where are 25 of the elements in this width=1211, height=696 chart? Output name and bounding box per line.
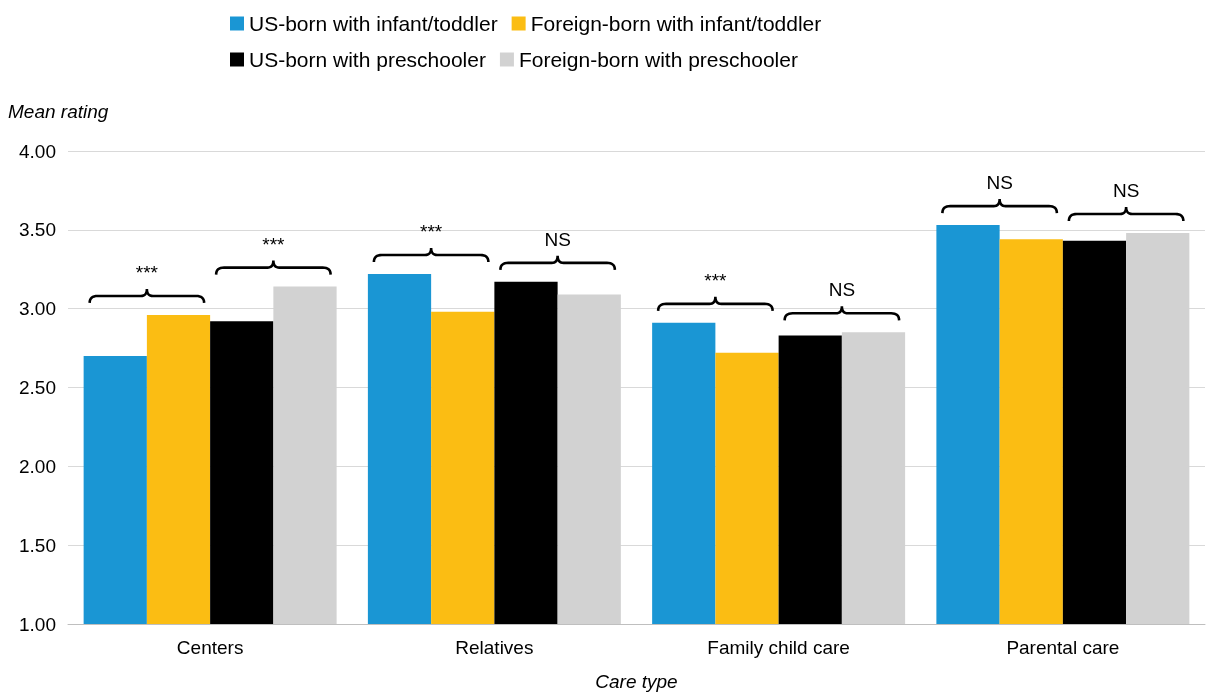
annotation: NS [986,172,1013,194]
y-tick-label: 3.50 [19,219,56,241]
annotation: *** [704,269,728,291]
annotation: *** [135,261,159,283]
x-tick-label: Relatives [455,637,534,658]
y-tick-label: 2.50 [19,377,56,398]
annotation: NS [828,279,856,301]
annotation: *** [420,220,443,242]
y-tick-label: 3.00 [19,298,56,320]
x-axis-title: Care type [595,671,678,692]
legend-label: US-born with infant/toddler [249,12,498,35]
y-tick-label: 4.00 [19,140,56,162]
annotation: NS [544,228,571,250]
legend-label: Foreign-born with preschooler [518,48,798,71]
x-tick-label: Centers [176,637,244,658]
annotation: NS [1112,179,1140,201]
y-tick-label: 2.00 [19,455,56,477]
x-tick-label: Family child care [707,637,850,658]
legend-label: Foreign-born with infant/toddler [530,12,822,35]
x-tick-label: Parental care [1006,637,1120,658]
annotation: *** [262,233,286,255]
y-axis-title: Mean rating [8,101,109,122]
y-tick-label: 1.00 [19,613,56,635]
legend-label: US-born with preschooler [249,48,486,71]
y-tick-label: 1.50 [19,534,56,556]
